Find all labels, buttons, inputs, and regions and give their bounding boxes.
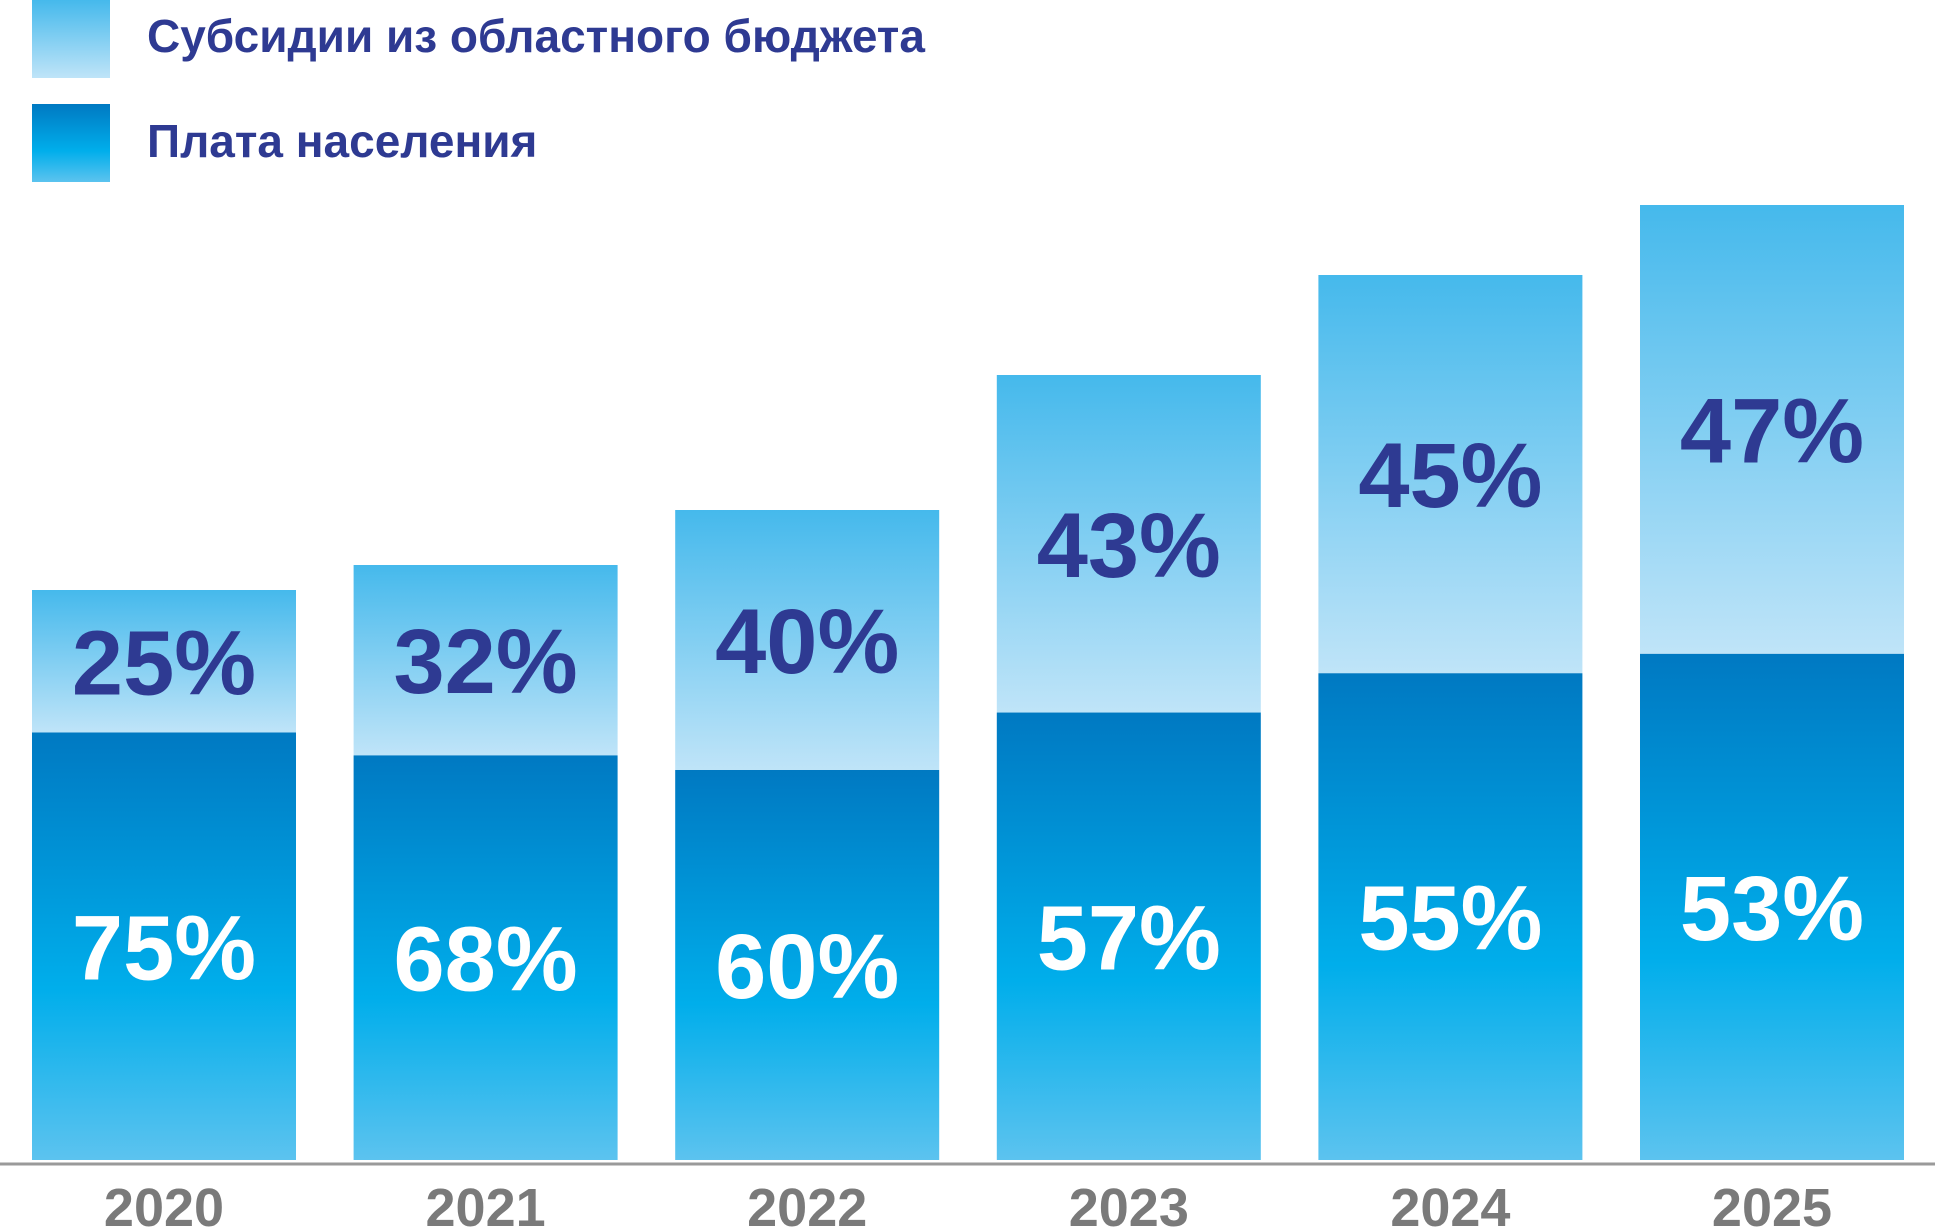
x-tick-2025: 2025 [1712,1178,1832,1229]
label-subsidy-2023: 43% [1037,495,1221,597]
bar-subsidy-2022 [675,510,940,770]
bar-payment-2022 [675,770,940,1160]
label-payment-2023: 57% [1037,887,1221,989]
bar-subsidy-2023 [996,375,1261,713]
x-tick-2022: 2022 [747,1178,867,1229]
label-payment-2020: 75% [72,897,256,999]
label-subsidy-2021: 32% [394,611,578,713]
bar-payment-2024 [1318,673,1583,1160]
bar-subsidy-2020 [32,590,296,733]
label-payment-2024: 55% [1358,868,1542,970]
x-tick-2024: 2024 [1390,1178,1510,1229]
x-axis-ticks: 2020 2021 2022 2023 2024 2025 [104,1178,1832,1229]
legend-label-payment: Плата населения [147,115,537,167]
bar-payment-2021 [353,755,618,1160]
legend-swatch-subsidy [32,0,110,78]
label-subsidy-2020: 25% [72,612,256,714]
label-subsidy-2025: 47% [1680,380,1864,482]
label-payment-2022: 60% [715,916,899,1018]
x-tick-2023: 2023 [1069,1178,1189,1229]
label-payment-2021: 68% [394,909,578,1011]
label-subsidy-2022: 40% [715,591,899,693]
bar-subsidy-2021 [353,565,618,756]
legend-swatch-payment [32,104,110,182]
bars-group: 25% 75% 32% 68% 40% 60% 43% 57% 45% 55% 47% 53% [32,205,1904,1160]
label-payment-2025: 53% [1680,858,1864,960]
x-tick-2020: 2020 [104,1178,224,1229]
legend-label-subsidy: Субсидии из областного бюджета [147,10,925,62]
bar-payment-2023 [996,712,1261,1160]
bar-subsidy-2024 [1318,275,1583,674]
label-subsidy-2024: 45% [1358,425,1542,527]
x-tick-2021: 2021 [426,1178,546,1229]
bar-payment-2025 [1640,653,1904,1160]
bar-subsidy-2025 [1640,205,1904,654]
bar-payment-2020 [32,732,296,1160]
